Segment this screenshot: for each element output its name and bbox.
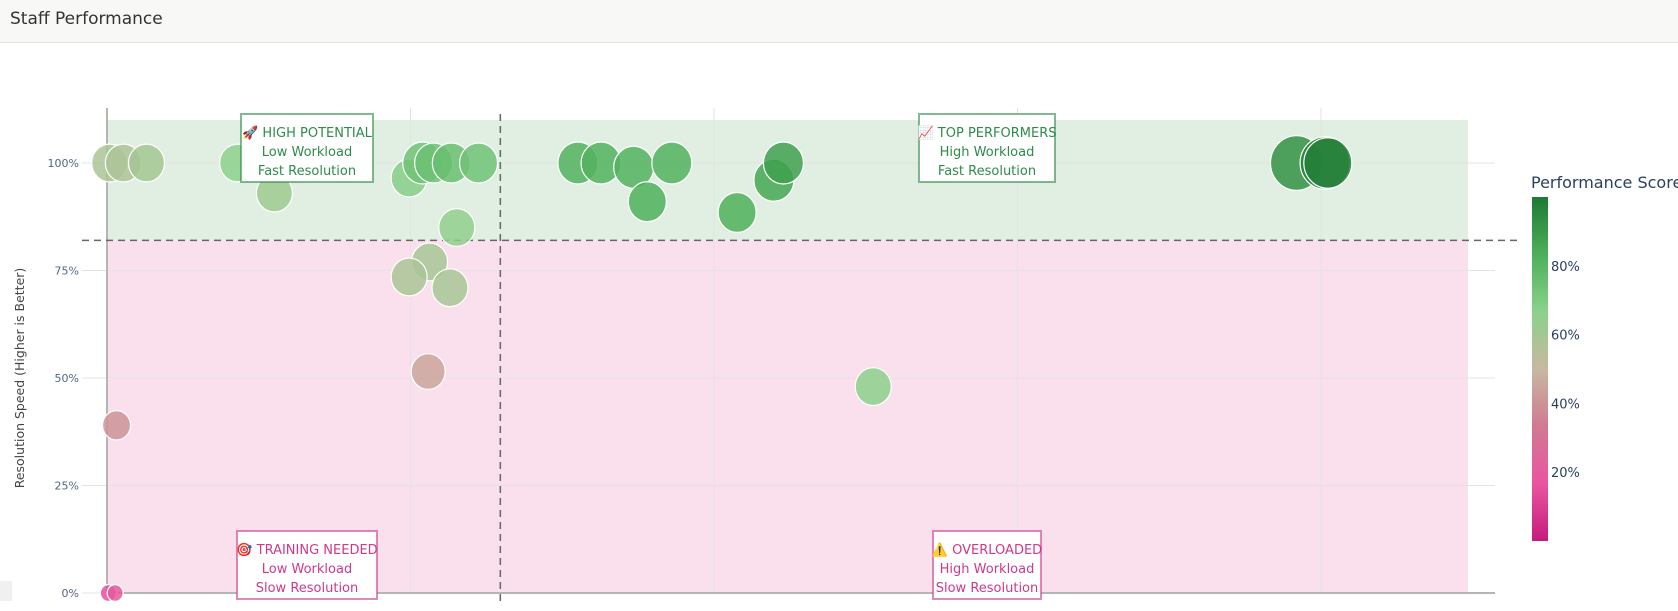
data-point <box>762 141 805 185</box>
quadrant-title: 🎯 TRAINING NEEDED <box>236 542 377 558</box>
y-tick-label: 50% <box>55 372 79 385</box>
threshold-lines <box>82 114 1520 602</box>
quadrant-title: 🚀 HIGH POTENTIAL <box>242 125 373 141</box>
data-point <box>410 353 446 390</box>
quadrant-workload: High Workload <box>940 562 1035 577</box>
data-point <box>101 409 132 441</box>
app-header: Staff Performance <box>0 0 1678 43</box>
data-point <box>854 367 892 407</box>
data-point <box>431 268 469 308</box>
quadrant-label-box <box>236 530 378 600</box>
colorbar-tick-label: 60% <box>1551 329 1580 344</box>
y-axis: 0% 25% 50% 75% 100% Resolution Speed (Higher … <box>12 157 79 600</box>
quadrant-workload: Low Workload <box>262 145 352 160</box>
quadrant-labels: 🚀 HIGH POTENTIAL Low Workload Fast Resolut… <box>236 113 1057 600</box>
quadrant-label-overloaded: ⚠️ OVERLOADED High Workload Slow Resolutio… <box>932 530 1042 600</box>
data-point <box>717 191 757 234</box>
color-scale: Performance Score 20% 40% 60% 80% <box>1531 173 1678 541</box>
data-point <box>438 208 476 248</box>
quadrant-label-box <box>240 113 374 183</box>
data-point <box>651 141 693 185</box>
colorbar-tick-label: 80% <box>1551 260 1580 275</box>
quadrant-speed: Fast Resolution <box>258 164 356 179</box>
quadrant-speed: Slow Resolution <box>256 581 359 596</box>
quadrant-workload: Low Workload <box>262 562 352 577</box>
data-point <box>390 257 428 297</box>
quadrant-workload: High Workload <box>940 145 1035 160</box>
y-tick-label: 0% <box>62 587 79 600</box>
colorbar-tick-label: 40% <box>1551 397 1580 412</box>
y-tick-label: 100% <box>48 157 79 170</box>
quadrant-label-top-performers: 📈 TOP PERFORMERS High Workload Fast Resolu… <box>917 113 1057 183</box>
quadrant-label-high-potential: 🚀 HIGH POTENTIAL Low Workload Fast Resolut… <box>240 113 374 183</box>
quadrant-label-box <box>918 113 1056 183</box>
scrollbar-stub <box>0 581 12 601</box>
quadrant-label-training-needed: 🎯 TRAINING NEEDED Low Workload Slow Resolu… <box>236 530 378 600</box>
data-point <box>458 142 499 184</box>
page-title: Staff Performance <box>10 9 163 29</box>
quadrant-speed: Fast Resolution <box>938 164 1036 179</box>
y-tick-label: 75% <box>55 265 79 278</box>
colorbar-title: Performance Score <box>1531 173 1678 192</box>
data-point <box>127 143 166 183</box>
quadrant-speed: Slow Resolution <box>936 581 1039 596</box>
quadrant-title: ⚠️ OVERLOADED <box>932 542 1042 558</box>
y-axis-title: Resolution Speed (Higher is Better) <box>12 268 27 489</box>
y-tick-label: 25% <box>55 480 79 493</box>
data-point <box>106 583 124 602</box>
data-point <box>1303 137 1353 189</box>
colorbar-bar <box>1532 197 1548 541</box>
data-point <box>627 181 667 223</box>
colorbar-tick-label: 20% <box>1551 466 1580 481</box>
quadrant-label-box <box>932 530 1042 600</box>
quadrant-title: 📈 TOP PERFORMERS <box>917 125 1056 141</box>
